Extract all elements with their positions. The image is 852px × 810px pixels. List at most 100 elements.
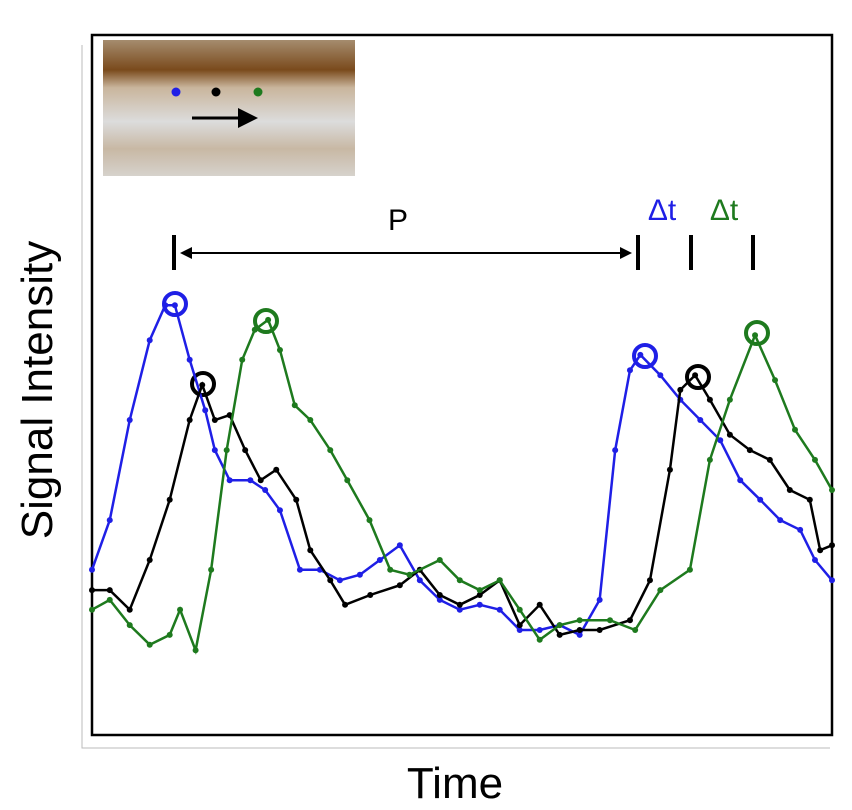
data-point <box>576 631 583 638</box>
delta-label: Δt <box>648 194 677 227</box>
data-point <box>706 456 713 463</box>
photo-dot <box>253 87 263 97</box>
series-layer <box>89 302 835 655</box>
arrowhead <box>620 247 632 259</box>
photo <box>103 40 355 176</box>
peak-circle <box>685 364 711 390</box>
data-point <box>247 477 254 484</box>
data-point <box>626 617 633 624</box>
data-point <box>576 617 583 624</box>
peak-circle <box>190 371 216 397</box>
data-point <box>396 542 403 549</box>
data-point <box>356 571 363 578</box>
data-point <box>186 356 193 363</box>
data-point <box>262 487 269 493</box>
data-point <box>496 577 503 584</box>
period-markers <box>172 235 755 270</box>
data-point <box>436 557 443 563</box>
data-point <box>792 426 798 433</box>
peak-circle <box>744 320 770 346</box>
data-point <box>556 631 563 638</box>
data-point <box>126 417 133 423</box>
peak-circle <box>253 308 279 334</box>
data-point <box>327 447 334 454</box>
data-point <box>829 487 835 493</box>
data-point <box>476 592 483 598</box>
data-point <box>612 447 619 454</box>
data-point <box>211 447 218 454</box>
data-point <box>536 636 543 643</box>
data-point <box>576 627 583 633</box>
data-point <box>786 487 793 493</box>
data-point <box>516 622 523 629</box>
data-point <box>817 547 824 554</box>
data-point <box>89 587 95 594</box>
data-point <box>327 577 334 584</box>
data-point <box>376 557 383 563</box>
arrowhead <box>180 247 192 259</box>
data-point <box>396 582 403 589</box>
data-point <box>706 396 713 403</box>
data-point <box>436 592 443 598</box>
data-point <box>265 316 272 323</box>
data-point <box>223 447 230 454</box>
data-point <box>556 622 563 629</box>
data-point <box>811 557 818 563</box>
data-point <box>637 351 644 358</box>
data-point <box>89 606 95 613</box>
data-point <box>516 606 523 613</box>
data-point <box>496 606 503 613</box>
data-point <box>344 477 351 484</box>
data-point <box>106 517 113 524</box>
data-point <box>757 496 764 503</box>
data-point <box>697 417 704 423</box>
data-point <box>666 466 673 473</box>
data-point <box>677 386 684 393</box>
data-point <box>626 367 633 374</box>
data-point <box>726 396 733 403</box>
data-point <box>387 566 394 573</box>
data-point <box>476 601 483 608</box>
data-point <box>126 606 133 613</box>
data-point <box>208 566 215 573</box>
data-point <box>177 606 184 613</box>
x-axis-label: Time <box>407 759 503 808</box>
data-point <box>211 417 218 423</box>
data-point <box>89 566 95 573</box>
data-point <box>686 566 693 573</box>
data-point <box>797 526 804 533</box>
data-point <box>166 496 173 503</box>
data-point <box>366 517 373 524</box>
data-point <box>202 407 209 414</box>
data-point <box>516 627 523 633</box>
data-point <box>717 437 724 444</box>
peak-circles <box>162 291 770 397</box>
data-point <box>752 332 759 339</box>
data-point <box>226 477 233 484</box>
data-point <box>772 377 779 384</box>
photo-dot <box>211 87 221 97</box>
data-point <box>242 447 249 454</box>
data-point <box>646 577 653 584</box>
data-point <box>296 566 303 573</box>
data-point <box>199 382 206 388</box>
data-point <box>766 456 773 463</box>
photo-arrowhead <box>238 108 258 128</box>
axis-shadow <box>81 45 830 749</box>
data-point <box>276 507 283 514</box>
data-point <box>829 542 835 549</box>
data-point <box>336 577 343 584</box>
y-axis-label: Signal Intensity <box>13 241 62 539</box>
data-point <box>257 477 264 484</box>
data-point <box>829 577 835 584</box>
data-point <box>171 302 178 309</box>
data-point <box>456 601 463 608</box>
data-point <box>692 372 699 379</box>
data-point <box>416 577 423 584</box>
data-point <box>456 606 463 613</box>
data-point <box>777 517 784 524</box>
data-point <box>186 417 193 423</box>
data-point <box>251 326 258 333</box>
